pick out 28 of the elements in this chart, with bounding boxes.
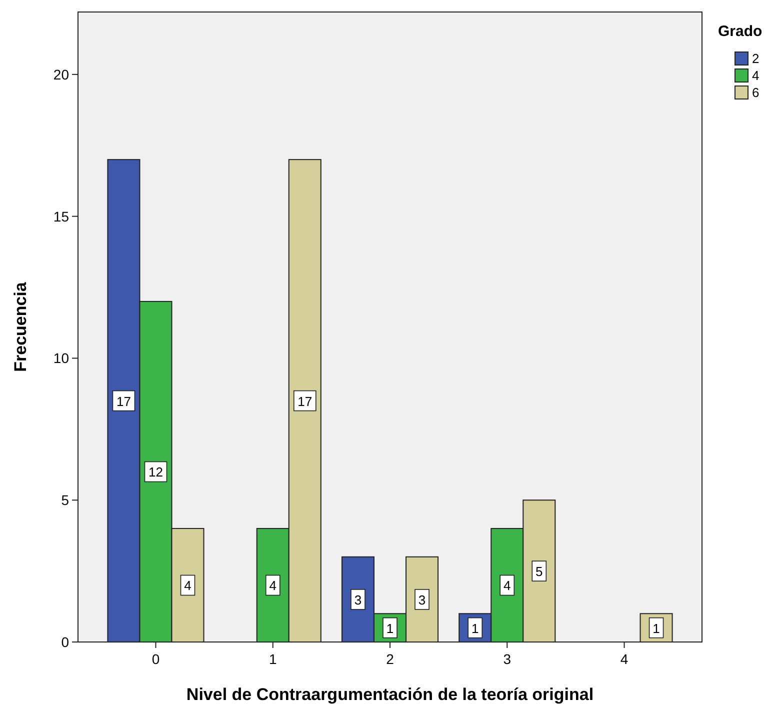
x-axis-title: Nivel de Contraargumentación de la teoría original	[186, 685, 594, 704]
legend-label: 6	[752, 85, 760, 100]
y-tick-label: 0	[61, 634, 70, 650]
data-label: 4	[504, 578, 511, 594]
data-label: 12	[148, 464, 163, 480]
data-label: 5	[536, 564, 543, 580]
y-tick-label: 10	[53, 350, 70, 366]
data-label: 3	[418, 592, 426, 608]
data-label: 1	[472, 620, 479, 636]
data-label: 4	[184, 578, 192, 594]
legend-title: Grado	[718, 23, 762, 40]
data-label: 1	[652, 620, 660, 636]
legend-label: 4	[752, 68, 760, 83]
y-tick-label: 5	[61, 492, 70, 508]
x-tick-label: 4	[620, 651, 628, 667]
data-label: 1	[386, 620, 394, 636]
x-tick-label: 1	[268, 651, 277, 667]
y-axis-title: Frecuencia	[11, 282, 30, 372]
y-tick-label: 20	[53, 66, 70, 82]
x-tick-label: 2	[386, 651, 394, 667]
data-label: 4	[269, 578, 276, 594]
legend-label: 2	[752, 51, 760, 66]
data-label: 3	[354, 592, 362, 608]
y-tick-label: 15	[53, 208, 70, 224]
x-tick-label: 3	[503, 651, 512, 667]
data-label: 17	[116, 394, 131, 409]
data-label: 17	[298, 394, 312, 409]
x-tick-label: 0	[152, 651, 160, 667]
